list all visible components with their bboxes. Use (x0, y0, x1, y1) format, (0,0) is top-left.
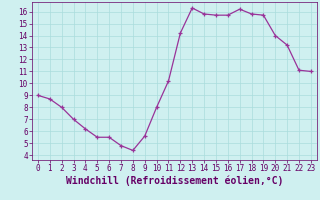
X-axis label: Windchill (Refroidissement éolien,°C): Windchill (Refroidissement éolien,°C) (66, 176, 283, 186)
